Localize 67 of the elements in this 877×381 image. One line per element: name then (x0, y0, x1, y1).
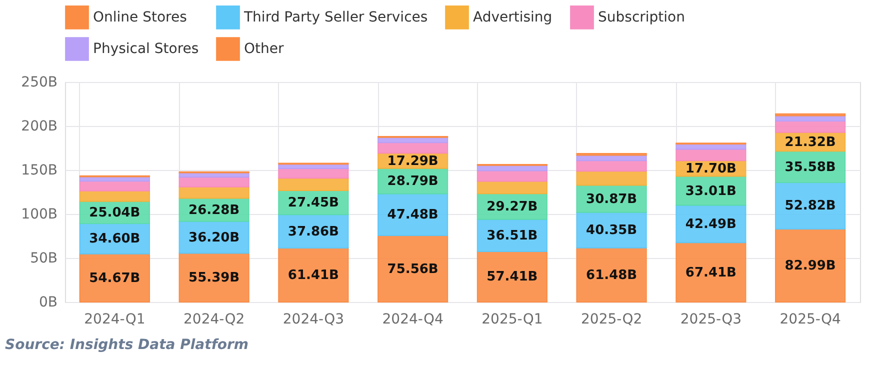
bar (278, 247, 349, 302)
data-label: 35.58B (784, 160, 836, 175)
y-tick-label: 250B (21, 74, 58, 90)
data-label: 47.48B (387, 208, 438, 223)
bar (476, 180, 548, 194)
data-label: 57.41B (486, 270, 538, 285)
y-tick-label: 100B (21, 206, 58, 222)
legend-label: Subscription (598, 9, 685, 26)
x-tick-label: 2024-Q4 (382, 312, 444, 328)
bar (178, 186, 250, 199)
data-label: 67.41B (685, 265, 736, 280)
bar (378, 142, 448, 154)
bar (476, 170, 548, 182)
bar (378, 235, 448, 302)
x-tick-label: 2025-Q2 (581, 312, 642, 328)
x-tick-label: 2024-Q3 (282, 312, 344, 328)
data-label: 55.39B (188, 270, 240, 286)
bar (775, 120, 846, 133)
legend-label: Other (244, 41, 284, 57)
bar (278, 178, 349, 191)
bar (576, 247, 647, 302)
data-label: 27.45B (288, 196, 339, 211)
y-tick-label: 150B (21, 162, 58, 178)
bar (79, 180, 150, 192)
x-tick-label: 2025-Q3 (680, 312, 742, 328)
data-label: 17.70B (685, 161, 736, 176)
x-tick-label: 2024-Q2 (184, 312, 245, 328)
bar (676, 148, 746, 162)
data-label: 40.35B (586, 223, 638, 238)
data-label: 36.51B (486, 228, 538, 244)
bar (676, 242, 746, 302)
bar (576, 170, 647, 186)
data-label: 34.60B (89, 232, 140, 247)
data-label: 29.27B (486, 199, 538, 214)
bar (79, 253, 150, 302)
data-label: 30.87B (586, 192, 638, 207)
legend-label: Third Party Seller Services (243, 9, 428, 26)
legend-label: Physical Stores (93, 41, 199, 57)
data-label: 54.67B (89, 270, 140, 286)
source-note: Source: Insights Data Platform (5, 337, 249, 353)
data-label: 21.32B (784, 134, 836, 150)
y-tick-label: 200B (21, 118, 58, 134)
data-label: 42.49B (685, 216, 736, 232)
data-label: 26.28B (188, 202, 240, 218)
data-label: 37.86B (288, 224, 339, 240)
bar (576, 160, 647, 172)
bar (79, 190, 150, 202)
y-tick-label: 0B (38, 294, 58, 310)
data-label: 17.29B (387, 154, 438, 169)
data-label: 75.56B (387, 262, 438, 277)
y-tick-label: 50B (30, 250, 58, 266)
data-label: 82.99B (784, 258, 836, 274)
x-tick-label: 2025-Q1 (482, 312, 543, 328)
data-label: 28.79B (387, 174, 438, 190)
x-tick-label: 2025-Q4 (780, 312, 841, 328)
data-label: 61.48B (586, 268, 638, 283)
data-label: 33.01B (685, 184, 736, 199)
bar (178, 176, 250, 188)
bar (476, 250, 548, 302)
x-tick-label: 2024-Q1 (84, 312, 146, 328)
legend-label: Advertising (473, 9, 552, 26)
data-label: 25.04B (89, 205, 140, 220)
bar (775, 228, 846, 302)
data-label: 36.20B (188, 230, 240, 246)
legend-label: Online Stores (93, 9, 187, 26)
data-label: 61.41B (288, 268, 339, 283)
data-label: 52.82B (784, 198, 836, 214)
